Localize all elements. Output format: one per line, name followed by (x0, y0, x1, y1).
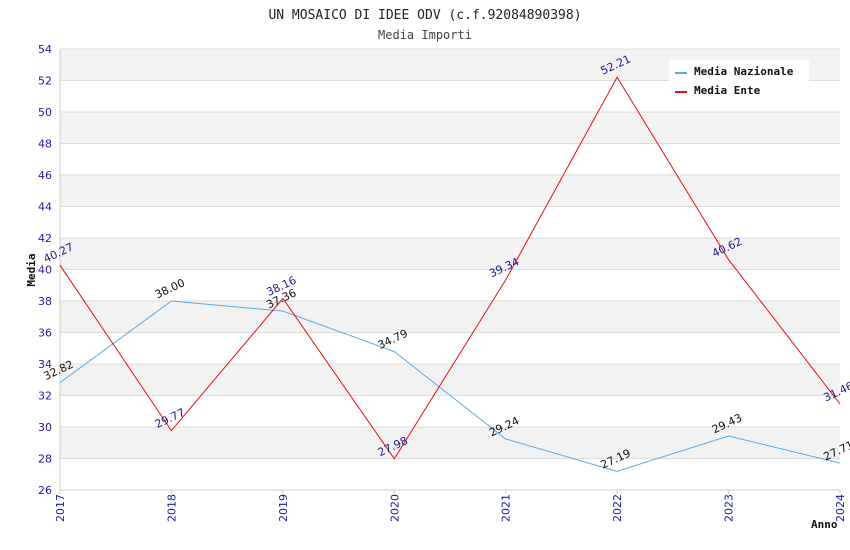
x-tick-label-2018: 2018 (165, 494, 178, 522)
axes (59, 49, 841, 494)
y-tick-label: 50 (38, 106, 52, 119)
series-line-media-ente (59, 76, 841, 460)
y-tick-label: 40 (38, 264, 52, 277)
y-tick-label: 30 (38, 421, 52, 434)
x-tick-label-2021: 2021 (500, 494, 513, 522)
legend: Media Nazionale Media Ente (669, 60, 809, 102)
plot-background-bands (60, 49, 840, 459)
data-label: 38.00 (153, 276, 187, 301)
background-band (60, 238, 840, 270)
x-tick-labels: 2017 2018 2019 2020 2021 2022 2023 2024 (54, 494, 847, 522)
chart-title: UN MOSAICO DI IDEE ODV (c.f.92084890398) (268, 8, 581, 23)
x-tick-label-2024: 2024 (834, 494, 847, 522)
y-tick-label: 46 (38, 169, 52, 182)
legend-label-media-nazionale: Media Nazionale (694, 65, 794, 78)
x-tick-label-2022: 2022 (611, 494, 624, 522)
y-tick-label: 44 (38, 201, 52, 214)
legend-label-media-ente: Media Ente (694, 84, 761, 97)
x-tick-label-2017: 2017 (54, 494, 67, 522)
y-tick-labels: 26 28 30 32 34 36 38 40 42 44 46 48 50 52 54 (38, 43, 52, 497)
x-tick-label-2023: 2023 (723, 494, 736, 522)
y-tick-label: 26 (38, 484, 52, 497)
x-axis-title: Anno (811, 518, 838, 531)
y-tick-label: 42 (38, 232, 52, 245)
y-tick-label: 28 (38, 453, 52, 466)
background-band (60, 301, 840, 333)
y-tick-label: 32 (38, 390, 52, 403)
y-tick-label: 36 (38, 327, 52, 340)
y-tick-label: 48 (38, 138, 52, 151)
y-axis-title: Media (25, 253, 38, 286)
series-lines (59, 76, 841, 472)
x-tick-label-2019: 2019 (277, 494, 290, 522)
legend-box (669, 60, 809, 102)
background-band (60, 112, 840, 144)
x-tick-label-2020: 2020 (388, 494, 401, 522)
y-tick-label: 54 (38, 43, 52, 56)
background-band (60, 427, 840, 459)
y-tick-label: 38 (38, 295, 52, 308)
y-tick-label: 52 (38, 75, 52, 88)
y-tick-label: 34 (38, 358, 52, 371)
series-line-media-nazionale (59, 300, 841, 472)
background-band (60, 175, 840, 207)
chart-subtitle: Media Importi (378, 28, 472, 42)
